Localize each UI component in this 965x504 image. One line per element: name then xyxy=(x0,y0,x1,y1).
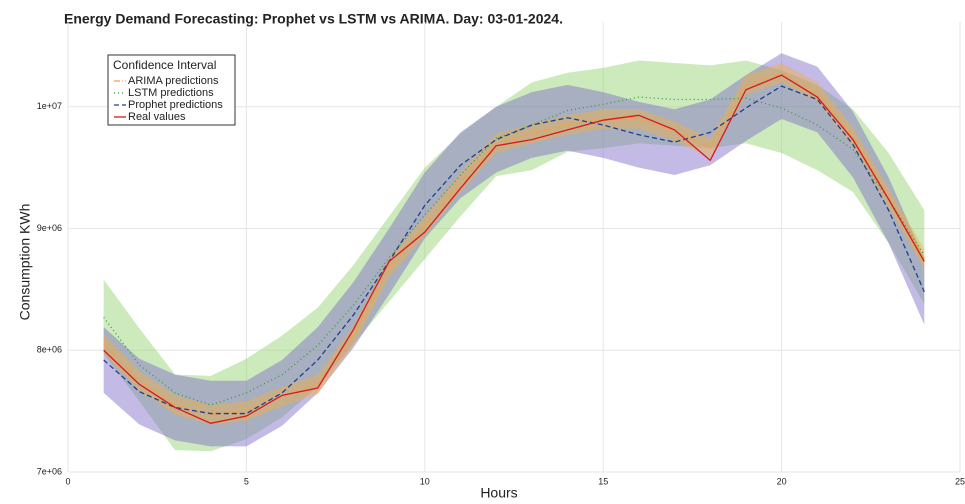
y-tick-label: 7e+06 xyxy=(37,466,62,476)
x-tick-label: 10 xyxy=(420,476,430,486)
legend-title: Confidence Interval xyxy=(113,58,216,72)
legend-box xyxy=(107,54,236,126)
x-tick-label: 20 xyxy=(777,476,787,486)
chart-title: Energy Demand Forecasting: Prophet vs LS… xyxy=(64,11,563,27)
x-tick-label: 25 xyxy=(955,476,965,486)
x-tick-label: 15 xyxy=(598,476,608,486)
y-tick-label: 1e+07 xyxy=(37,101,62,111)
legend-label: LSTM predictions xyxy=(128,87,214,99)
series-line xyxy=(103,85,925,415)
legend: Confidence Interval ARIMA predictionsLST… xyxy=(107,54,236,126)
series-line xyxy=(103,74,925,424)
confidence-band xyxy=(103,60,925,452)
legend-label: Prophet predictions xyxy=(128,99,223,111)
y-tick-label: 8e+06 xyxy=(37,345,62,355)
grid: 7e+06 8e+06 9e+06 1e+07 0 5 10 15 20 25 xyxy=(37,22,965,486)
series-line xyxy=(103,71,925,416)
legend-label: Real values xyxy=(128,111,186,123)
y-axis-label: Consumption KWh xyxy=(17,204,33,321)
bands xyxy=(103,53,925,452)
confidence-band xyxy=(103,62,925,425)
y-tick-label: 9e+06 xyxy=(37,223,62,233)
x-tick-label: 0 xyxy=(65,476,70,486)
lines xyxy=(103,71,925,424)
confidence-band xyxy=(103,53,925,447)
legend-label: ARIMA predictions xyxy=(128,75,219,87)
x-axis-label: Hours xyxy=(480,485,517,501)
x-tick-label: 5 xyxy=(244,476,249,486)
